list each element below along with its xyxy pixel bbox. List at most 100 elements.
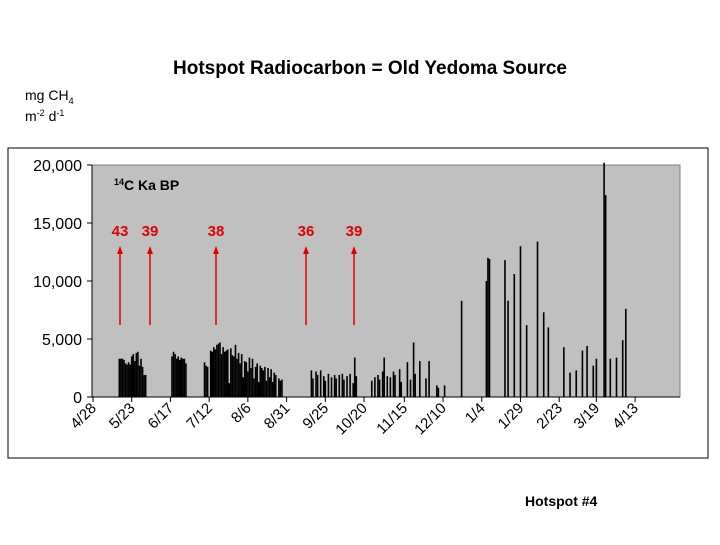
bar: [248, 357, 251, 397]
bar: [341, 373, 344, 397]
bar: [228, 383, 231, 397]
bar: [409, 379, 412, 397]
bar: [400, 381, 403, 397]
annotation-label: 39: [346, 223, 363, 240]
bar: [324, 380, 327, 397]
bar: [230, 348, 232, 397]
x-tick-label: 11/15: [373, 400, 411, 438]
bar: [279, 380, 282, 397]
arrow-head: [351, 246, 357, 254]
bar: [310, 370, 313, 397]
bar: [563, 347, 565, 397]
bar: [264, 366, 266, 397]
bar: [575, 370, 578, 397]
bar: [418, 361, 421, 397]
bar: [180, 357, 183, 397]
bar: [338, 374, 341, 397]
bar: [261, 368, 263, 397]
bar: [271, 381, 274, 397]
bar: [177, 356, 179, 397]
bar: [138, 365, 141, 397]
bar: [377, 374, 379, 397]
x-tick-label: 7/12: [183, 400, 216, 433]
bar: [346, 376, 348, 397]
bar: [586, 345, 588, 397]
bar: [209, 350, 212, 397]
arrow-head: [303, 246, 309, 254]
bar: [127, 362, 130, 397]
bar: [178, 359, 181, 397]
bar: [370, 380, 373, 397]
bar: [211, 351, 214, 397]
bar: [237, 352, 240, 397]
bar: [256, 363, 258, 397]
bar: [443, 385, 446, 397]
bar: [239, 363, 241, 397]
bar: [414, 373, 416, 397]
bar: [240, 354, 243, 397]
bar: [267, 368, 269, 397]
bar: [412, 342, 415, 397]
bar: [143, 374, 145, 397]
y-label-sup: -2: [37, 108, 45, 118]
x-tick-label: 1/4: [462, 400, 489, 427]
bar: [327, 373, 330, 397]
bar: [436, 385, 438, 397]
bar: [595, 358, 598, 397]
bar: [243, 361, 246, 397]
bar: [319, 370, 322, 397]
bar: [322, 376, 325, 397]
bar: [262, 370, 265, 397]
bar: [507, 300, 509, 397]
bar: [234, 344, 237, 397]
bar: [389, 377, 392, 397]
bar: [183, 358, 186, 397]
x-tick-label: 9/25: [299, 400, 332, 433]
bar: [171, 356, 173, 397]
bar: [220, 354, 223, 397]
bar: [536, 241, 539, 397]
bar: [257, 381, 260, 397]
bar: [487, 257, 489, 397]
bar: [222, 347, 224, 397]
bar: [355, 376, 358, 397]
bar: [226, 349, 229, 397]
bar: [312, 378, 314, 397]
bar: [135, 352, 138, 397]
legend-note-text: C Ka BP: [124, 177, 179, 193]
bar: [603, 162, 605, 397]
annotation-label: 39: [142, 223, 159, 240]
bar: [547, 327, 550, 397]
x-tick-label: 2/23: [533, 400, 566, 433]
arrow-head: [147, 246, 153, 254]
bar: [219, 342, 221, 397]
bar: [134, 361, 136, 397]
y-label-main: mg CH: [25, 87, 69, 103]
bar: [592, 365, 595, 397]
x-tick-label: 4/28: [67, 400, 100, 433]
y-label-mid: d: [45, 108, 57, 124]
annotation-label: 36: [298, 223, 315, 240]
bar: [123, 359, 125, 397]
bar: [253, 378, 255, 397]
bar: [121, 358, 124, 397]
bar: [245, 362, 248, 397]
legend-note-sup: 14: [114, 177, 124, 187]
bar: [120, 358, 122, 397]
bar: [251, 358, 254, 397]
bar: [624, 308, 627, 397]
bar: [513, 274, 516, 397]
bar: [141, 366, 144, 397]
annotation-label: 43: [112, 223, 129, 240]
bar: [398, 369, 401, 397]
bar: [460, 300, 463, 397]
bar: [581, 350, 584, 397]
chart-frame: [7, 147, 709, 459]
bar: [216, 344, 218, 397]
bar: [270, 369, 272, 397]
bar: [126, 364, 128, 397]
bar: [349, 373, 351, 397]
bar: [378, 379, 381, 397]
bar: [386, 376, 389, 397]
